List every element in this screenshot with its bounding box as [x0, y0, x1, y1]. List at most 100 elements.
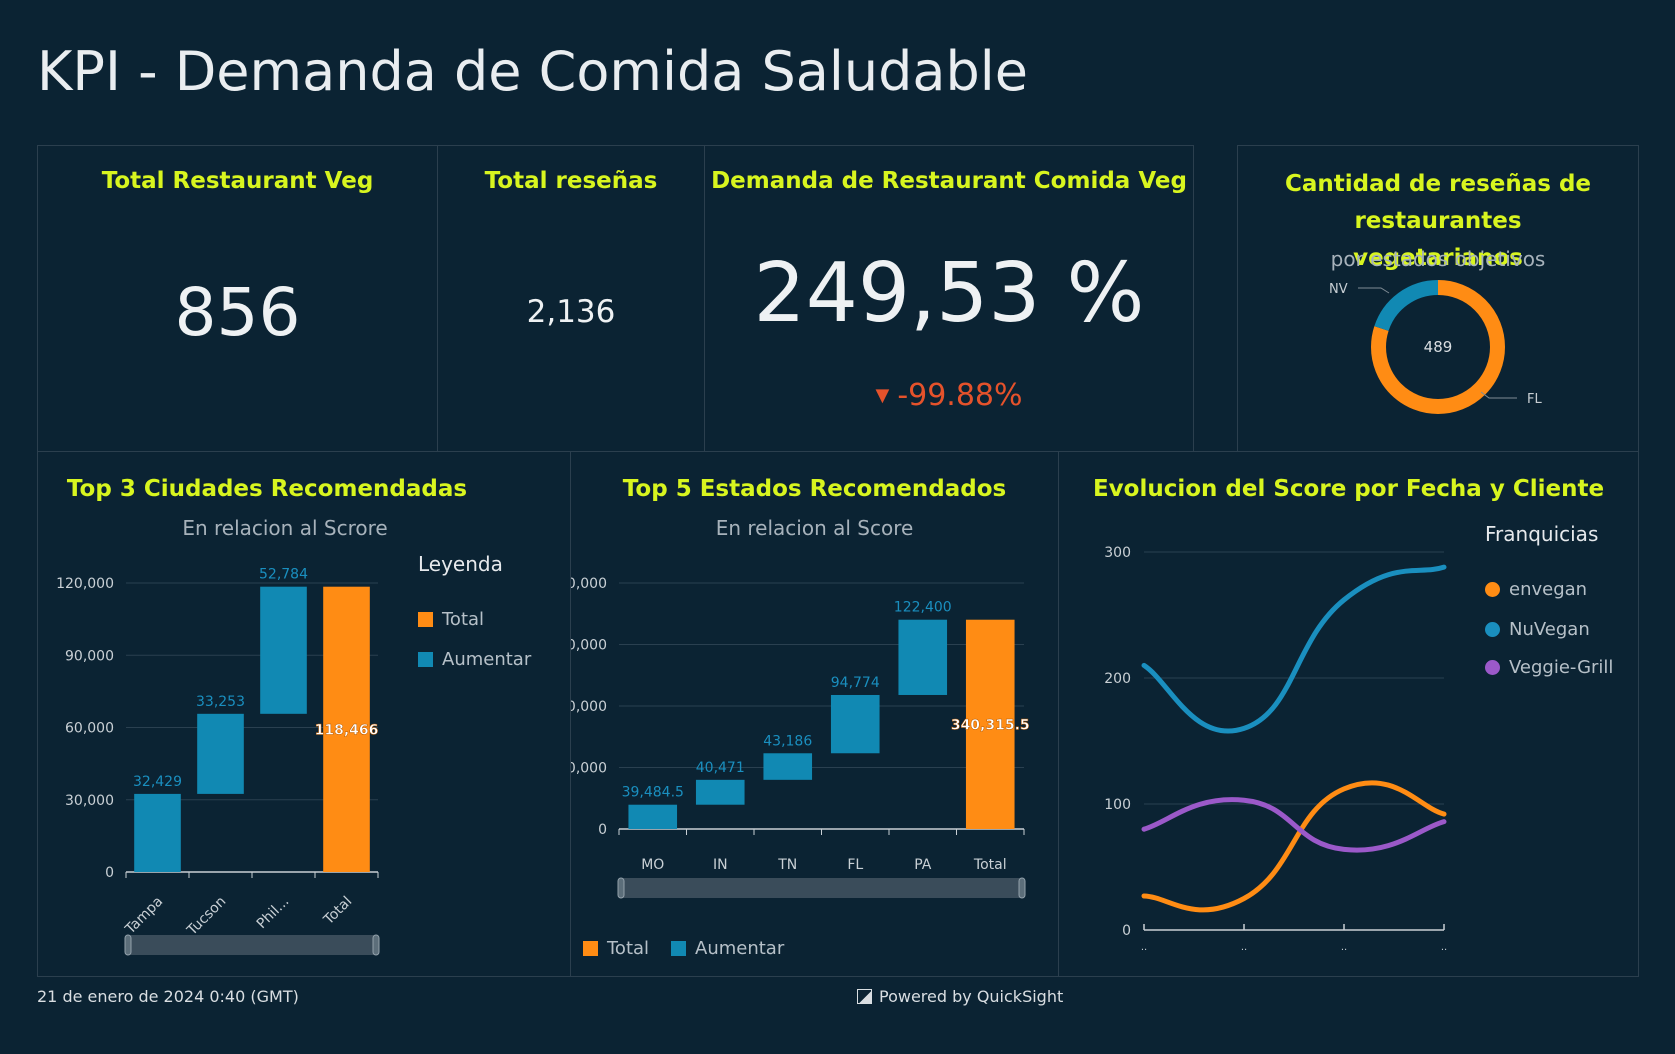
x-tick-label: PA — [914, 857, 932, 873]
data-label: 39,484.5 — [622, 785, 684, 801]
evolution-legend-envegan[interactable]: envegan — [1485, 579, 1587, 600]
kpi-total-restaurant-title: Total Restaurant Veg — [101, 168, 374, 194]
x-tick-label: IN — [713, 857, 728, 873]
legend-swatch-total — [583, 941, 598, 956]
states-panel[interactable]: Top 5 Estados Recomendados En relacion a… — [570, 451, 1059, 977]
scrollbar-handle-right[interactable] — [372, 934, 380, 956]
cities-chart: 0 30,000 60,000 90,000 120,000 32,429 Tampa 33,… — [56, 567, 380, 956]
line-veggie-grill[interactable] — [1141, 797, 1447, 853]
donut-leader-nv — [1358, 287, 1390, 294]
y-tick-label: 200,000 — [571, 699, 607, 715]
bar-increase[interactable] — [830, 694, 880, 754]
line-envegan[interactable] — [1141, 780, 1447, 913]
scrollbar-handle-right[interactable] — [1018, 877, 1026, 899]
y-tick-label: 100 — [1104, 797, 1131, 813]
kpi-total-resenas-title: Total reseñas — [484, 168, 658, 194]
line-nuvegan[interactable] — [1141, 564, 1447, 734]
bar-increase[interactable] — [134, 793, 181, 872]
evolution-legend-veggie[interactable]: Veggie-Grill — [1485, 657, 1613, 678]
evolution-chart: 0 100 200 300........ — [1104, 545, 1447, 953]
scrollbar-handle-left[interactable] — [617, 877, 625, 899]
donut-label-nv: NV — [1329, 282, 1348, 297]
bar-increase[interactable] — [628, 804, 678, 829]
bar-increase[interactable] — [763, 753, 813, 780]
y-tick-label: 30,000 — [65, 793, 114, 809]
states-legend-total-label: Total — [607, 938, 650, 959]
x-tick-label: Phil... — [254, 894, 293, 933]
legend-swatch-aumentar — [418, 652, 433, 667]
cities-legend-total-label: Total — [442, 609, 485, 630]
donut-slice-nv[interactable] — [1371, 280, 1505, 414]
cities-legend-aumentar[interactable]: Aumentar — [418, 649, 531, 670]
cities-legend-title: Leyenda — [418, 552, 503, 576]
kpi-demanda-title: Demanda de Restaurant Comida Veg — [711, 168, 1187, 194]
y-tick-label: 300 — [1104, 545, 1131, 561]
x-tick-label: .. — [1341, 942, 1347, 953]
evolution-panel[interactable]: Evolucion del Score por Fecha y Cliente … — [1058, 451, 1639, 977]
evolution-legend-title: Franquicias — [1485, 522, 1599, 546]
kpi-demanda-delta-value: -99.88% — [897, 378, 1023, 413]
evolution-legend-envegan-label: envegan — [1509, 579, 1588, 600]
states-legend-aumentar-label: Aumentar — [695, 938, 785, 959]
donut-title: Cantidad de reseñas de restaurantes vege… — [1284, 171, 1592, 271]
donut-center-label: 489 — [1424, 338, 1453, 356]
y-tick-label: 0 — [1122, 923, 1131, 939]
states-chart: 0 100,000 200,000 300,000 400,000 39,484.5 MO 4… — [571, 576, 1030, 899]
data-label: 118,466 — [315, 722, 379, 738]
donut-label-fl: FL — [1527, 392, 1542, 407]
bar-increase[interactable] — [695, 779, 745, 805]
y-tick-label: 300,000 — [571, 638, 607, 654]
legend-dot-veggie — [1485, 660, 1500, 675]
cities-legend-aumentar-label: Aumentar — [442, 649, 532, 670]
y-tick-label: 60,000 — [65, 721, 114, 737]
scrollbar-track[interactable] — [621, 878, 1022, 898]
x-tick-label: Tucson — [184, 894, 230, 940]
y-tick-label: 100,000 — [571, 761, 607, 777]
evolution-legend-nuvegan-label: NuVegan — [1509, 619, 1590, 640]
kpi-total-resenas-value: 2,136 — [526, 294, 616, 330]
y-tick-label: 90,000 — [65, 648, 114, 664]
y-tick-label: 200 — [1104, 671, 1131, 687]
evolution-title: Evolucion del Score por Fecha y Cliente — [1092, 476, 1605, 502]
data-label: 43,186 — [763, 733, 812, 749]
scrollbar-handle-left[interactable] — [124, 934, 132, 956]
bar-total[interactable] — [323, 586, 370, 872]
cities-subtitle: En relacion al Scrore — [182, 516, 388, 540]
x-tick-label: .. — [1241, 942, 1247, 953]
kpi-total-restaurant-panel[interactable]: Total Restaurant Veg 856 — [37, 145, 438, 452]
states-subtitle: En relacion al Score — [715, 516, 914, 540]
y-tick-label: 400,000 — [571, 576, 607, 592]
data-label: 52,784 — [259, 567, 308, 583]
x-tick-label: .. — [1441, 942, 1447, 953]
kpi-total-restaurant-value: 856 — [174, 274, 301, 351]
x-tick-label: MO — [641, 857, 664, 873]
cities-legend-total[interactable]: Total — [418, 609, 484, 630]
states-title: Top 5 Estados Recomendados — [622, 476, 1007, 502]
legend-dot-nuvegan — [1485, 622, 1500, 637]
donut-chart: 489 NV FL — [1329, 280, 1542, 414]
dashboard-title: KPI - Demanda de Comida Saludable — [37, 40, 1028, 103]
data-label: 32,429 — [133, 774, 182, 790]
cities-panel[interactable]: Top 3 Ciudades Recomendadas En relacion … — [37, 451, 571, 977]
legend-dot-envegan — [1485, 582, 1500, 597]
footer-powered-label: Powered by QuickSight — [879, 987, 1064, 1006]
bar-total[interactable] — [965, 619, 1015, 829]
kpi-total-resenas-panel[interactable]: Total reseñas 2,136 — [437, 145, 705, 452]
legend-swatch-aumentar — [671, 941, 686, 956]
footer-powered[interactable]: Powered by QuickSight — [857, 987, 1063, 1006]
kpi-demanda-panel[interactable]: Demanda de Restaurant Comida Veg 249,53 … — [704, 145, 1194, 452]
bar-increase[interactable] — [260, 586, 307, 714]
states-legend-total[interactable]: Total — [583, 938, 649, 959]
bar-increase[interactable] — [898, 619, 948, 695]
data-label: 340,315.5 — [951, 717, 1030, 733]
triangle-down-icon: ▼ — [875, 385, 890, 406]
cities-title: Top 3 Ciudades Recomendadas — [66, 476, 468, 502]
bar-increase[interactable] — [197, 713, 244, 794]
donut-panel[interactable]: Cantidad de reseñas de restaurantes vege… — [1237, 145, 1639, 452]
scrollbar-track[interactable] — [128, 935, 376, 955]
evolution-legend-nuvegan[interactable]: NuVegan — [1485, 619, 1590, 640]
states-legend-aumentar[interactable]: Aumentar — [671, 938, 784, 959]
x-tick-label: TN — [777, 857, 797, 873]
y-tick-label: 0 — [598, 822, 607, 838]
y-tick-label: 120,000 — [56, 576, 114, 592]
